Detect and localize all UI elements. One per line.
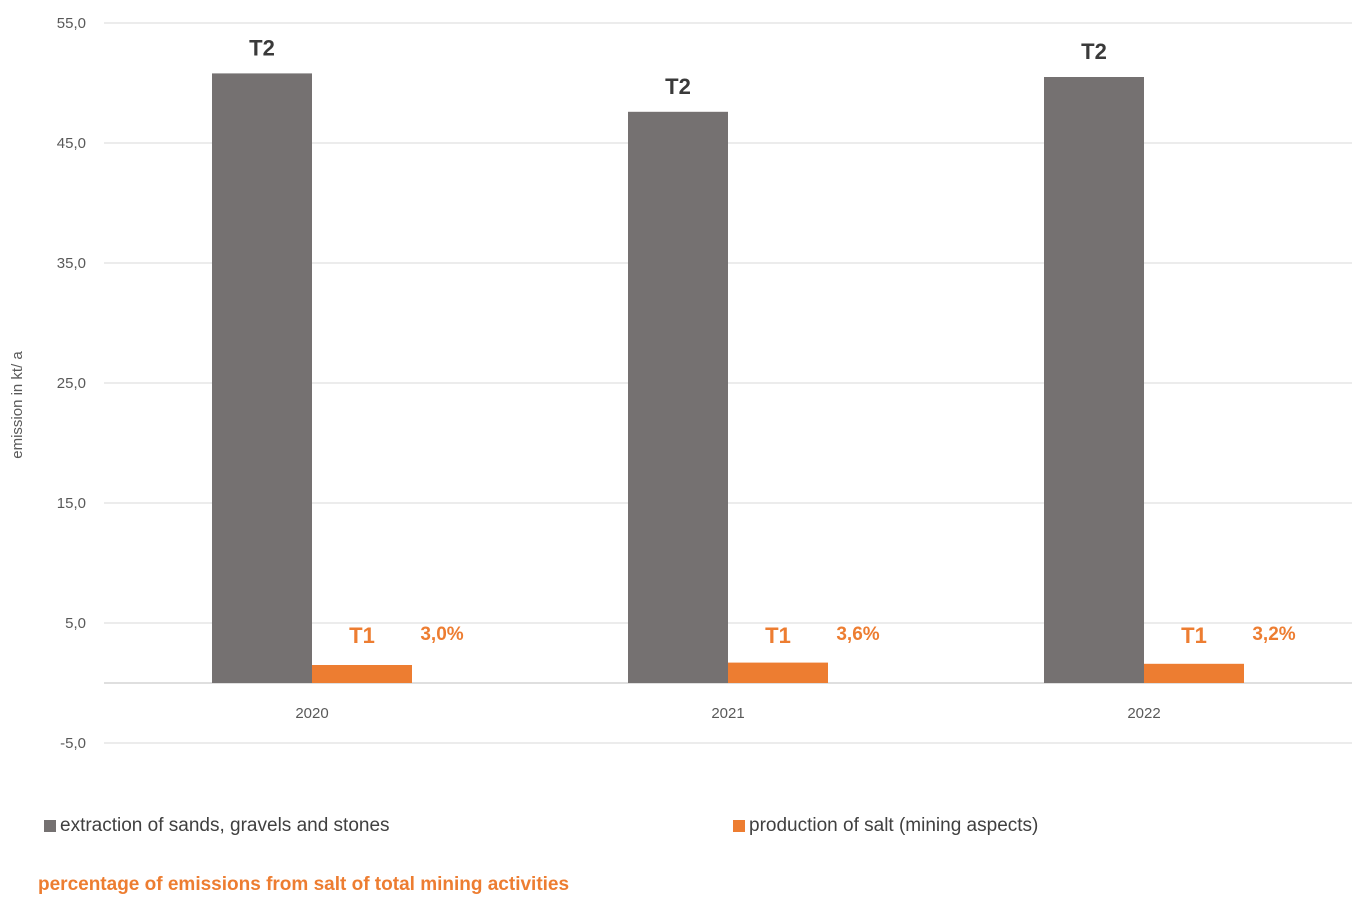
legend-item-extraction: extraction of sands, gravels and stones (44, 815, 390, 837)
y-tick-label: 25,0 (57, 375, 86, 392)
bar (1144, 663, 1244, 683)
y-axis-ticks: 55,0 45,0 35,0 25,0 15,0 5,0 -5,0 (57, 15, 86, 752)
bar (628, 111, 728, 684)
bar (312, 665, 412, 683)
x-category-label: 2021 (711, 705, 744, 722)
tier-label-salt: T1 (765, 623, 791, 648)
legend-label-salt: production of salt (mining aspects) (749, 815, 1039, 836)
percentage-label: 3,6% (836, 624, 879, 645)
bar-labels: T2 T1 3,0% T2 T1 3,6% T2 T1 3,2% (249, 35, 1296, 648)
y-axis-label: emission in kt/ a (9, 351, 26, 459)
x-axis-categories: 2020 2021 2022 (295, 705, 1160, 722)
y-tick-label: 5,0 (65, 615, 86, 632)
legend-label-extraction: extraction of sands, gravels and stones (60, 815, 390, 836)
y-tick-label: -5,0 (60, 735, 86, 752)
y-tick-label: 45,0 (57, 135, 86, 152)
bar (212, 73, 312, 683)
y-tick-label: 55,0 (57, 15, 86, 32)
tier-label-extraction: T2 (665, 74, 691, 99)
x-category-label: 2020 (295, 705, 328, 722)
tier-label-salt: T1 (349, 623, 375, 648)
tier-label-extraction: T2 (249, 35, 275, 60)
percentage-label: 3,0% (420, 624, 463, 645)
legend-item-salt: production of salt (mining aspects) (733, 815, 1038, 837)
y-tick-label: 15,0 (57, 495, 86, 512)
y-tick-label: 35,0 (57, 255, 86, 272)
bar (728, 662, 828, 683)
percentage-label: 3,2% (1252, 624, 1295, 645)
legend-swatch-salt (733, 820, 745, 832)
tier-label-extraction: T2 (1081, 39, 1107, 64)
legend-swatch-extraction (44, 820, 56, 832)
bars (212, 73, 1244, 684)
tier-label-salt: T1 (1181, 623, 1207, 648)
bar (1044, 77, 1144, 683)
x-category-label: 2022 (1127, 705, 1160, 722)
